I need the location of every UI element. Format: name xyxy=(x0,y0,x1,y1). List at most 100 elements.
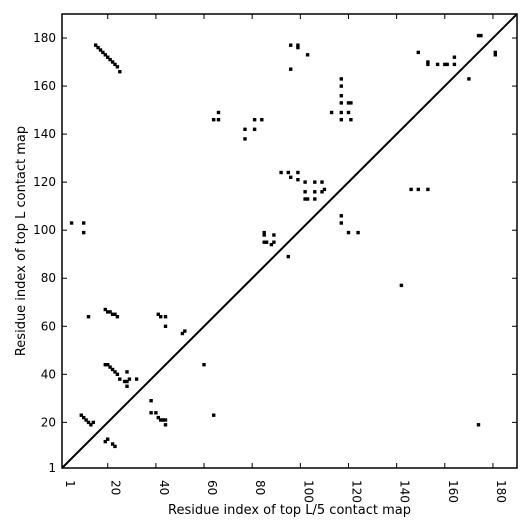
contact-point-top-l xyxy=(134,377,139,381)
contact-point-top-l xyxy=(79,413,83,417)
contact-point-top-l5 xyxy=(305,197,310,201)
contact-point-top-l5 xyxy=(272,233,276,237)
contact-point-top-l5 xyxy=(339,118,343,122)
contact-point-top-l xyxy=(115,315,120,319)
contact-point-top-l5 xyxy=(289,67,293,71)
contact-point-top-l5 xyxy=(262,233,266,237)
x-tick-label: 180 xyxy=(494,480,508,503)
contact-point-top-l xyxy=(113,370,117,374)
contact-point-top-l5 xyxy=(409,187,413,192)
contact-point-top-l xyxy=(118,70,122,74)
contact-point-top-l5 xyxy=(467,77,471,81)
contact-point-top-l5 xyxy=(156,415,160,420)
contact-point-top-l5 xyxy=(493,50,497,55)
contact-point-top-l5 xyxy=(426,62,430,67)
contact-point-top-l5 xyxy=(216,110,221,115)
diagonal-line xyxy=(61,13,518,469)
contact-point-top-l5 xyxy=(262,230,266,235)
contact-point-top-l5 xyxy=(346,101,351,105)
x-tick-label: 160 xyxy=(446,480,460,503)
contact-point-top-l5 xyxy=(159,315,163,319)
contact-point-top-l xyxy=(106,310,110,314)
contact-point-top-l5 xyxy=(303,190,307,194)
contact-point-top-l5 xyxy=(479,33,483,38)
contact-point-top-l5 xyxy=(356,230,360,235)
contact-point-top-l5 xyxy=(339,101,343,105)
x-tick-label: 60 xyxy=(205,480,219,495)
contact-point-top-l5 xyxy=(476,33,481,38)
contact-point-top-l xyxy=(82,230,86,235)
contact-point-top-l5 xyxy=(163,324,168,328)
contact-point-top-l5 xyxy=(149,411,153,415)
contact-point-top-l5 xyxy=(243,127,247,131)
contact-point-top-l xyxy=(122,379,127,384)
contact-point-top-l xyxy=(110,442,115,446)
contact-point-top-l xyxy=(86,315,91,319)
contact-point-top-l5 xyxy=(279,170,283,175)
contact-point-top-l5 xyxy=(339,214,343,218)
x-axis-label: Residue index of top L/5 contact map xyxy=(168,503,411,518)
contact-point-top-l xyxy=(106,55,110,59)
contact-point-top-l5 xyxy=(243,137,247,141)
contact-point-top-l xyxy=(113,62,117,67)
contact-point-top-l5 xyxy=(493,53,497,57)
contact-point-top-l5 xyxy=(163,315,168,319)
contact-point-top-l5 xyxy=(339,77,343,81)
contact-point-top-l5 xyxy=(272,240,276,244)
contact-point-top-l5 xyxy=(289,175,293,179)
contact-point-top-l5 xyxy=(445,62,449,67)
contact-point-top-l5 xyxy=(435,62,440,67)
contact-point-top-l5 xyxy=(322,187,327,192)
contact-point-top-l5 xyxy=(163,423,168,427)
y-tick-label: 100 xyxy=(33,223,56,237)
contact-point-top-l5 xyxy=(339,94,343,98)
contact-point-top-l5 xyxy=(416,187,420,192)
contact-point-top-l xyxy=(86,420,91,425)
contact-point-top-l5 xyxy=(320,180,324,184)
contact-point-top-l5 xyxy=(426,187,430,192)
x-axis-ticks: 1 20 40 60 80 100 120 140 160 180 xyxy=(61,14,508,503)
x-tick-label: 100 xyxy=(301,480,315,503)
contact-point-top-l5 xyxy=(313,190,317,194)
contact-point-top-l5 xyxy=(349,118,353,122)
contact-point-top-l xyxy=(118,377,122,381)
contact-point-top-l5 xyxy=(303,197,307,201)
contact-point-top-l5 xyxy=(252,118,257,122)
x-tick-label: 80 xyxy=(253,480,267,495)
contact-point-top-l5 xyxy=(296,178,300,182)
x-tick-label: 1 xyxy=(63,480,77,488)
y-tick-label: 140 xyxy=(33,127,56,141)
contact-point-top-l xyxy=(115,372,120,376)
contact-point-top-l5 xyxy=(264,240,269,244)
contact-point-top-l xyxy=(103,363,107,367)
y-tick-label: 1 xyxy=(48,461,56,475)
x-tick-label: 120 xyxy=(349,480,363,503)
y-tick-label: 180 xyxy=(33,31,56,45)
x-tick-label: 140 xyxy=(398,480,412,503)
contact-point-top-l5 xyxy=(339,110,343,115)
contact-point-top-l xyxy=(106,363,110,367)
contact-point-top-l5 xyxy=(329,110,334,115)
contact-point-top-l xyxy=(82,415,86,420)
contact-point-top-l xyxy=(69,221,74,225)
contact-point-top-l5 xyxy=(452,55,457,59)
contact-point-top-l xyxy=(108,57,112,62)
contact-point-top-l5 xyxy=(289,43,293,47)
contact-point-top-l5 xyxy=(252,127,257,131)
contact-point-top-l5 xyxy=(161,418,165,422)
contact-point-top-l5 xyxy=(154,411,158,415)
contact-point-top-l5 xyxy=(163,418,168,422)
contact-point-top-l xyxy=(110,367,115,372)
contact-point-top-l xyxy=(110,60,115,64)
contact-point-top-l xyxy=(98,48,103,52)
contact-point-top-l xyxy=(106,437,110,441)
y-tick-label: 40 xyxy=(41,367,56,381)
contact-point-top-l5 xyxy=(476,423,481,427)
contact-point-top-l5 xyxy=(339,221,343,225)
contact-point-top-l5 xyxy=(159,418,163,422)
contact-point-top-l5 xyxy=(296,170,300,175)
contact-point-top-l5 xyxy=(305,53,310,57)
contact-point-top-l xyxy=(115,65,120,69)
contact-point-top-l xyxy=(91,420,95,425)
